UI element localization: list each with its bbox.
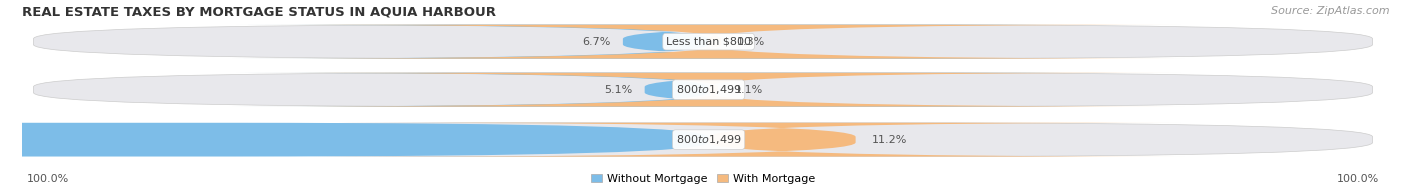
Text: Less than $800: Less than $800 xyxy=(666,37,751,47)
Text: 100.0%: 100.0% xyxy=(27,174,69,184)
Text: $800 to $1,499: $800 to $1,499 xyxy=(676,133,741,146)
Text: 5.1%: 5.1% xyxy=(605,85,633,95)
FancyBboxPatch shape xyxy=(245,25,1185,59)
FancyBboxPatch shape xyxy=(232,25,1099,59)
Text: $800 to $1,499: $800 to $1,499 xyxy=(676,83,741,96)
FancyBboxPatch shape xyxy=(34,25,1372,59)
FancyBboxPatch shape xyxy=(0,123,709,157)
FancyBboxPatch shape xyxy=(242,73,1185,107)
Text: REAL ESTATE TAXES BY MORTGAGE STATUS IN AQUIA HARBOUR: REAL ESTATE TAXES BY MORTGAGE STATUS IN … xyxy=(22,6,496,19)
FancyBboxPatch shape xyxy=(34,123,1372,157)
FancyBboxPatch shape xyxy=(34,73,1372,107)
Text: 1.1%: 1.1% xyxy=(734,85,762,95)
Text: 11.2%: 11.2% xyxy=(872,135,907,145)
Text: 1.3%: 1.3% xyxy=(737,37,765,47)
Legend: Without Mortgage, With Mortgage: Without Mortgage, With Mortgage xyxy=(586,170,820,189)
FancyBboxPatch shape xyxy=(380,123,1185,157)
FancyBboxPatch shape xyxy=(232,73,1121,107)
Text: 100.0%: 100.0% xyxy=(1337,174,1379,184)
Text: 6.7%: 6.7% xyxy=(582,37,610,47)
Text: Source: ZipAtlas.com: Source: ZipAtlas.com xyxy=(1271,6,1389,16)
